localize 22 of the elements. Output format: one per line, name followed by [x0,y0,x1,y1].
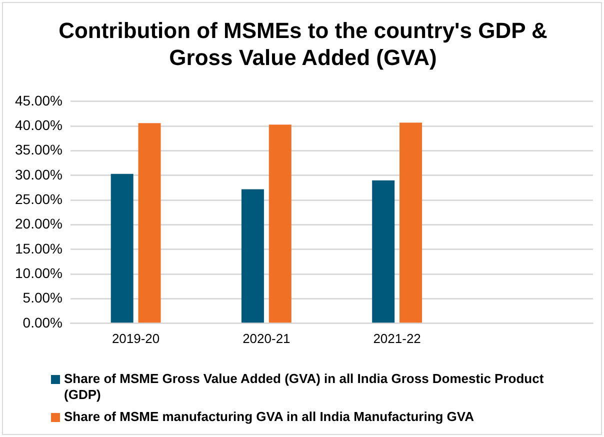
y-tick-label: 30.00% [15,166,62,182]
y-tick-label: 45.00% [15,92,62,108]
y-tick-label: 10.00% [15,264,62,281]
y-tick-label: 40.00% [15,116,62,133]
legend-label: Share of MSME manufacturing GVA in all India Manufacturing GVA [64,409,474,425]
y-tick-label: 0.00% [22,314,62,330]
y-tick-label: 5.00% [22,290,62,306]
x-tick-label: 2021-22 [373,330,421,346]
bar [400,122,422,323]
y-tick-label: 25.00% [15,190,62,207]
bar [241,189,264,323]
y-tick-label: 35.00% [15,142,62,158]
bar [110,174,134,323]
chart-title: Contribution of MSMEs to the country's GDP & Gross Value Added (GVA) [58,17,548,71]
y-tick-label: 20.00% [15,216,62,232]
bar [268,124,292,323]
bar [138,123,161,323]
legend-label: Share of MSME Gross Value Added (GVA) in all India Gross Domestic Product (GDP) [64,371,545,403]
y-tick-label: 15.00% [15,240,62,256]
x-tick-label: 2020-21 [242,330,290,346]
x-tick-label: 2019-20 [112,330,160,346]
bar [372,180,395,323]
